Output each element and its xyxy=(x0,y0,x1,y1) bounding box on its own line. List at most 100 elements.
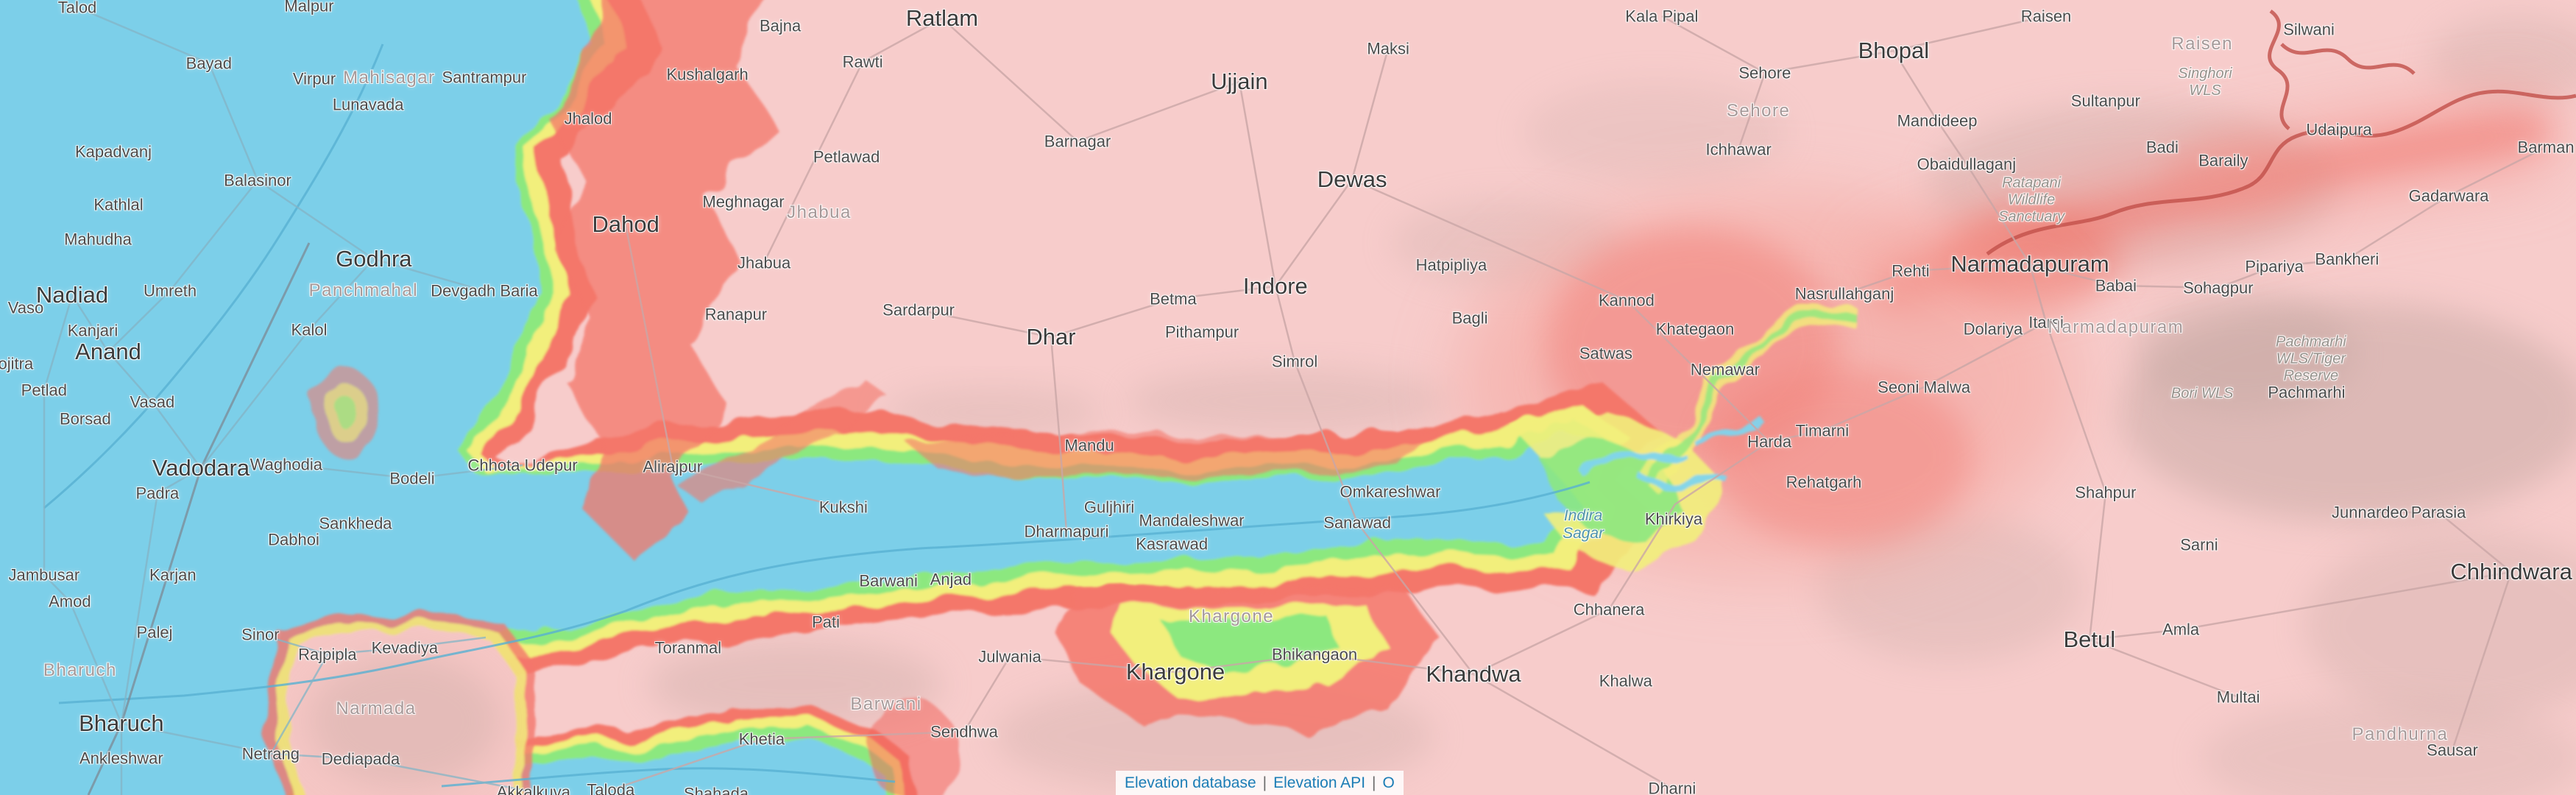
map-label: Jhabua xyxy=(737,253,791,272)
map-label: Betma xyxy=(1150,289,1197,308)
map-label: Sultanpur xyxy=(2070,91,2140,110)
map-label: Toranmal xyxy=(654,638,722,657)
map-label: Seoni Malwa xyxy=(1878,378,1971,397)
map-label: Khargone xyxy=(1125,659,1225,685)
map-label: Kannod xyxy=(1598,291,1655,310)
map-label: Balasinor xyxy=(224,171,291,190)
map-label: Godhra xyxy=(336,246,412,272)
map-label: Dolariya xyxy=(1963,319,2023,339)
map-label: Pipariya xyxy=(2245,257,2304,276)
map-label: Amod xyxy=(49,592,91,611)
map-label: Kanjari xyxy=(67,321,118,340)
attribution-link-openstreetmap[interactable]: O xyxy=(1382,774,1395,791)
map-label: Bori WLS xyxy=(2170,385,2234,402)
map-label: Babai xyxy=(2095,276,2137,295)
map-label: Mahudha xyxy=(64,230,132,249)
map-label: Petlawad xyxy=(813,147,880,166)
map-label: Chhota Udepur xyxy=(467,456,578,475)
map-label: Bayad xyxy=(185,54,233,73)
map-label: Malpur xyxy=(284,0,334,15)
map-label: Sinor xyxy=(241,625,280,644)
map-label: Baraily xyxy=(2198,151,2248,170)
map-label: Sohagpur xyxy=(2183,278,2254,297)
map-label: Waghodia xyxy=(250,455,322,474)
map-label: Bhikangaon xyxy=(1271,645,1358,664)
map-label: Shahada xyxy=(683,784,749,795)
map-label: Nemawar xyxy=(1690,360,1761,379)
attribution-link-elevation-database[interactable]: Elevation database xyxy=(1125,774,1256,791)
map-label: Khalwa xyxy=(1599,671,1652,690)
map-label: Kalol xyxy=(291,320,328,339)
map-label: Amla xyxy=(2162,620,2200,639)
map-label: Netrang xyxy=(241,744,300,763)
map-label: Badi xyxy=(2145,138,2179,157)
map-label: Vasad xyxy=(130,392,175,411)
map-label: Anjad xyxy=(930,570,972,589)
map-label: Sardarpur xyxy=(882,300,955,319)
map-label: Narmada xyxy=(336,699,417,719)
map-label: Umreth xyxy=(143,281,197,300)
map-label: Jambusar xyxy=(8,565,80,584)
map-label: Kapadvanj xyxy=(75,142,152,161)
attribution-link-elevation-api[interactable]: Elevation API xyxy=(1273,774,1366,791)
map-label: Barman xyxy=(2517,138,2575,157)
map-label: Panchmahal xyxy=(308,280,419,301)
map-label: Santrampur xyxy=(442,68,527,87)
map-label: Narmadapuram xyxy=(1950,251,2109,278)
map-label: Omkareshwar xyxy=(1340,482,1441,501)
map-label: Kala Pipal xyxy=(1625,7,1699,26)
map-label: Kukshi xyxy=(818,498,868,517)
map-label: Pithampur xyxy=(1164,322,1239,342)
map-label: Mandideep xyxy=(1897,111,1978,130)
map-label: Kathlal xyxy=(93,195,144,214)
map-label: Junnardeo xyxy=(2332,503,2408,522)
attribution-separator: | xyxy=(1262,774,1267,791)
map-label: Dediapada xyxy=(321,749,400,768)
map-label: Kevadiya xyxy=(371,638,439,657)
map-label: Sehore xyxy=(1726,101,1791,121)
map-label: Chhanera xyxy=(1573,600,1645,619)
map-label: Simrol xyxy=(1271,352,1318,371)
map-label: Dewas xyxy=(1317,166,1387,193)
map-label: Sausar xyxy=(2427,741,2478,760)
map-label: Raisen xyxy=(2020,7,2072,26)
map-label: Chhindwara xyxy=(2450,559,2572,585)
map-label: Khargone xyxy=(1188,607,1275,627)
map-label: Timarni xyxy=(1795,421,1850,440)
map-label: Raisen xyxy=(2171,34,2233,54)
map-label: Khategaon xyxy=(1655,319,1735,339)
map-label: Anand xyxy=(75,339,141,365)
map-label: Meghnagar xyxy=(702,192,785,211)
map-label: Mahisagar xyxy=(343,68,436,88)
map-label: Pandhurna xyxy=(2352,724,2449,745)
map-label: Silwani xyxy=(2283,20,2335,39)
map-label: Ujjain xyxy=(1211,68,1268,95)
map-label: Kasrawad xyxy=(1136,534,1209,554)
map-label: Hatpipliya xyxy=(1415,255,1487,275)
map-label: Sarni xyxy=(2180,535,2218,554)
map-label: Harda xyxy=(1747,432,1792,451)
map-label: Indira Sagar xyxy=(1563,506,1604,543)
map-label: Narmadapuram xyxy=(2048,317,2184,338)
map-label: Pachmarhi xyxy=(2268,383,2346,402)
map-label: Rajpipla xyxy=(298,645,357,664)
map-label: Petlad xyxy=(21,381,68,400)
map-label: Betul xyxy=(2063,626,2116,653)
map-label: Sanawad xyxy=(1323,513,1392,532)
map-label: Multai xyxy=(2216,688,2260,707)
map-label: Guljhiri xyxy=(1083,498,1135,517)
map-label: Julwania xyxy=(978,647,1041,666)
map-label: Dharmapuri xyxy=(1024,522,1109,541)
map-label: Shahpur xyxy=(2075,483,2137,502)
map-label: Borsad xyxy=(59,409,111,428)
map-label: Nasrullahganj xyxy=(1794,284,1894,303)
map-label: Jhabua xyxy=(787,202,852,223)
map-label: Itarsi xyxy=(2028,313,2064,332)
map-label: Bhopal xyxy=(1858,38,1930,64)
map-label: Akkalkuva xyxy=(496,782,570,795)
map-label: Alirajpur xyxy=(643,457,703,476)
map-label: Sojitra xyxy=(0,354,34,373)
